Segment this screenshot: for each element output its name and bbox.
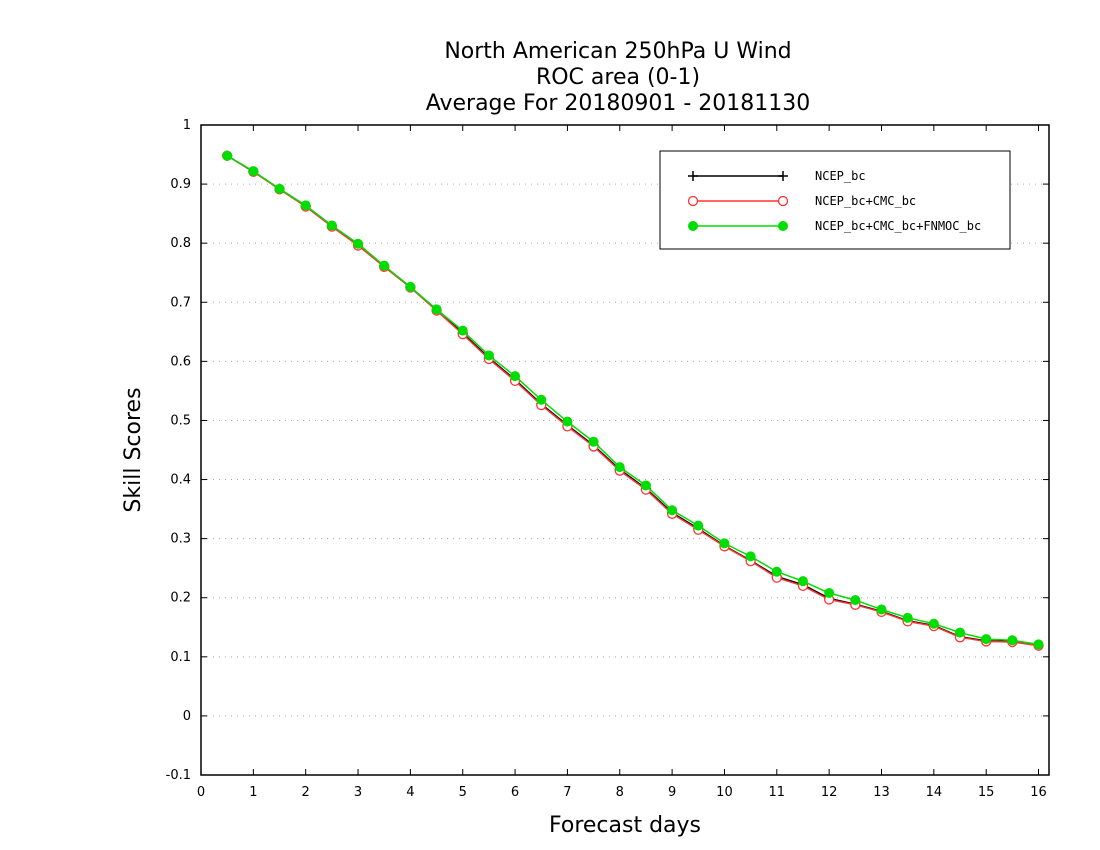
x-tick-label: 4 [406,785,414,800]
x-tick-label: 6 [511,785,519,800]
legend-marker [688,171,698,181]
y-tick-label: 0.1 [170,650,191,665]
x-tick-label: 2 [302,785,310,800]
legend-item-2: NCEP_bc+CMC_bc [687,194,916,208]
data-point [745,551,756,562]
data-point [928,618,939,629]
y-tick-label: 0.3 [170,532,191,547]
data-point [274,183,285,194]
data-point [719,538,730,549]
x-tick-label: 14 [926,785,943,800]
chart-title-line-3: Average For 20180901 - 20181130 [426,91,811,116]
legend-label: NCEP_bc+CMC_bc+FNMOC_bc [815,219,981,233]
legend-box [659,150,1011,250]
data-point [693,520,704,531]
x-tick-label: 1 [249,785,257,800]
data-point [483,350,494,361]
data-point [379,260,390,271]
x-axis-ticks: 0 1 2 3 4 5 6 7 8 9 10 11 12 13 14 15 16 [197,125,1047,800]
series-3 [222,150,1044,650]
series-lines [222,150,1044,651]
x-tick-label: 13 [873,785,890,800]
data-point [353,238,364,249]
y-tick-label: -0.1 [166,768,191,783]
data-point [614,462,625,473]
data-point [536,394,547,405]
y-tick-label: 0.5 [170,413,191,428]
y-tick-label: 1 [183,118,191,133]
y-axis-ticks: -0.1 0 0.1 0.2 0.3 0.4 0.5 0.6 0.7 0.8 0.9 1 [166,118,1049,783]
y-axis-label: Skill Scores [121,387,146,512]
legend-marker [778,221,788,231]
x-tick-label: 10 [716,785,733,800]
data-point [902,612,913,623]
data-point [248,166,259,177]
data-point [876,604,887,615]
y-tick-label: 0.2 [170,591,191,606]
data-point [405,281,416,292]
x-tick-label: 12 [821,785,838,800]
legend-item-1: NCEP_bc [688,169,866,183]
data-point [326,220,337,231]
data-point [562,416,573,427]
grid-lines [201,183,1049,717]
data-point [300,200,311,211]
legend-label: NCEP_bc [815,169,866,183]
x-tick-label: 3 [354,785,362,800]
data-point [510,371,521,382]
data-point [457,325,468,336]
x-tick-label: 16 [1030,785,1047,800]
data-point [222,150,233,161]
y-tick-label: 0.7 [170,295,191,310]
data-point [1033,639,1044,650]
plot-area-frame [200,124,1050,776]
legend-marker [687,195,699,207]
x-tick-label: 9 [668,785,676,800]
x-tick-label: 8 [616,785,624,800]
y-tick-label: 0.8 [170,236,191,251]
legend: NCEP_bc NCEP_bc+CMC_bc NCEP_bc+CMC_bc+FNMO… [659,150,1011,250]
x-tick-label: 15 [978,785,995,800]
data-point [981,634,992,645]
y-tick-label: 0.4 [170,473,191,488]
data-point [588,436,599,447]
x-tick-label: 0 [197,785,205,800]
y-tick-label: 0.9 [170,177,191,192]
data-point [640,480,651,491]
data-point [797,576,808,587]
data-point [667,505,678,516]
legend-marker [777,195,789,207]
y-tick-label: 0 [183,709,191,724]
legend-marker [778,171,788,181]
x-tick-label: 7 [563,785,571,800]
y-tick-label: 0.6 [170,354,191,369]
x-tick-label: 11 [769,785,786,800]
data-point [1007,635,1018,646]
data-point [955,627,966,638]
legend-marker [688,221,698,231]
chart-title-line-1: North American 250hPa U Wind [444,39,791,64]
chart-title-line-2: ROC area (0-1) [536,65,700,90]
data-point [431,304,442,315]
legend-item-3: NCEP_bc+CMC_bc+FNMOC_bc [688,219,981,233]
data-point [850,595,861,606]
data-point [824,588,835,598]
x-tick-label: 5 [459,785,467,800]
data-point [771,566,782,577]
x-axis-label: Forecast days [549,813,701,838]
legend-label: NCEP_bc+CMC_bc [815,194,916,208]
